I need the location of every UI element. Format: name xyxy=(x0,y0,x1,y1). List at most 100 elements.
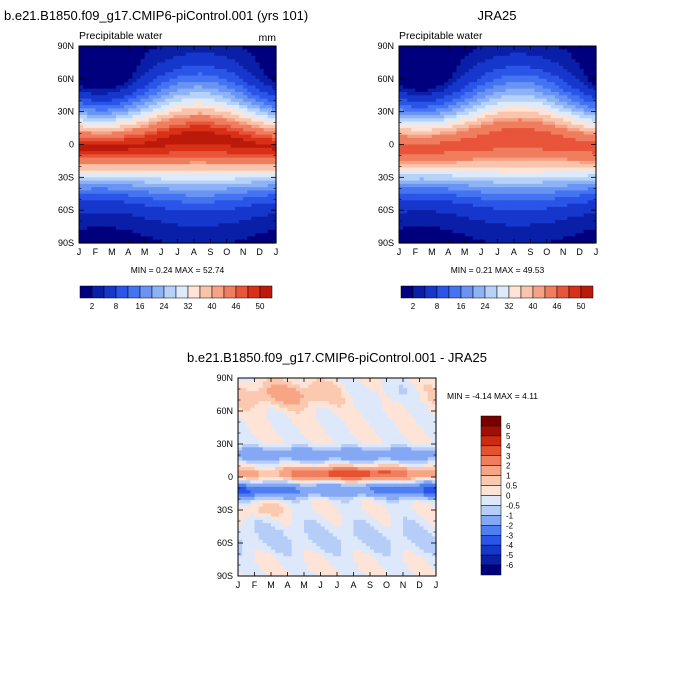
heatmap-cell xyxy=(95,183,101,188)
heatmap-cell xyxy=(202,157,207,162)
heatmap-cell xyxy=(148,236,154,241)
heatmap-cell xyxy=(440,72,445,77)
heatmap-cell xyxy=(193,108,199,113)
heatmap-cell xyxy=(120,177,125,182)
heatmap-cell xyxy=(132,137,138,142)
heatmap-cell xyxy=(501,164,507,169)
heatmap-cell xyxy=(99,75,105,80)
heatmap-cell xyxy=(239,193,244,198)
heatmap-cell xyxy=(234,203,240,208)
heatmap-cell xyxy=(559,55,564,60)
heatmap-cell xyxy=(210,78,216,83)
heatmap-cell xyxy=(415,160,421,165)
heatmap-cell xyxy=(136,177,142,182)
heatmap-cell xyxy=(243,187,248,192)
heatmap-cell xyxy=(140,137,146,142)
heatmap-cell xyxy=(415,101,421,106)
heatmap-cell xyxy=(259,216,265,221)
heatmap-cell xyxy=(169,65,174,70)
heatmap-cell xyxy=(120,200,125,205)
heatmap-cell xyxy=(103,160,109,165)
heatmap-cell xyxy=(115,108,121,113)
heatmap-cell xyxy=(464,174,470,178)
heatmap-cell xyxy=(173,68,179,73)
heatmap-cell xyxy=(115,174,121,178)
heatmap-cell xyxy=(440,114,445,119)
heatmap-cell xyxy=(460,111,466,116)
heatmap-cell xyxy=(522,151,527,155)
heatmap-cell xyxy=(563,137,568,142)
heatmap-cell xyxy=(452,137,458,142)
heatmap-cell xyxy=(407,98,412,103)
heatmap-cell xyxy=(193,55,199,60)
heatmap-cell xyxy=(79,233,84,238)
heatmap-cell xyxy=(107,55,113,60)
heatmap-cell xyxy=(251,206,257,211)
heatmap-cell xyxy=(107,91,113,96)
heatmap-cell xyxy=(214,95,220,100)
heatmap-cell xyxy=(222,137,228,142)
heatmap-cell xyxy=(173,131,179,136)
heatmap-cell xyxy=(210,239,216,244)
heatmap-cell xyxy=(222,108,228,113)
heatmap-cell xyxy=(485,170,490,175)
heatmap-cell xyxy=(218,197,224,201)
heatmap-cell xyxy=(259,144,265,149)
heatmap-cell xyxy=(148,108,154,113)
heatmap-cell xyxy=(456,134,462,139)
heatmap-cell xyxy=(120,131,125,136)
heatmap-cell xyxy=(505,68,511,73)
heatmap-cell xyxy=(206,118,211,123)
heatmap-cell xyxy=(407,134,412,139)
heatmap-cell xyxy=(87,213,92,218)
heatmap-cell xyxy=(230,59,236,64)
heatmap-cell xyxy=(79,91,84,96)
heatmap-cell xyxy=(267,46,273,50)
heatmap-cell xyxy=(472,167,478,172)
heatmap-cell xyxy=(87,193,92,198)
heatmap-cell xyxy=(181,137,187,142)
heatmap-cell xyxy=(173,170,179,175)
heatmap-cell xyxy=(271,157,277,162)
heatmap-cell xyxy=(518,72,523,77)
heatmap-cell xyxy=(189,213,195,218)
heatmap-cell xyxy=(271,203,277,208)
heatmap-cell xyxy=(161,65,166,70)
heatmap-cell xyxy=(567,82,572,86)
heatmap-cell xyxy=(271,236,277,241)
heatmap-cell xyxy=(263,111,269,116)
heatmap-cell xyxy=(247,239,252,244)
heatmap-cell xyxy=(476,52,482,57)
heatmap-cell xyxy=(218,52,224,57)
heatmap-cell xyxy=(476,108,482,113)
heatmap-cell xyxy=(99,131,105,136)
heatmap-cell xyxy=(128,229,133,234)
heatmap-cell xyxy=(173,55,179,60)
heatmap-cell xyxy=(128,144,133,149)
heatmap-cell xyxy=(485,62,490,67)
heatmap-cell xyxy=(497,62,503,67)
heatmap-cell xyxy=(115,213,121,218)
heatmap-cell xyxy=(456,55,462,60)
heatmap-cell xyxy=(120,85,125,90)
heatmap-cell xyxy=(579,151,585,155)
heatmap-cell xyxy=(399,121,404,126)
heatmap-cell xyxy=(263,157,269,162)
heatmap-cell xyxy=(591,72,597,77)
heatmap-cell xyxy=(542,55,548,60)
heatmap-cell xyxy=(99,180,105,185)
heatmap-cell xyxy=(472,124,478,129)
heatmap-cell xyxy=(177,95,183,100)
heatmap-cell xyxy=(99,72,105,77)
heatmap-cell xyxy=(567,68,572,73)
heatmap-cell xyxy=(407,144,412,149)
heatmap-cell xyxy=(230,226,236,231)
heatmap-cell xyxy=(136,226,142,231)
heatmap-cell xyxy=(509,105,515,109)
heatmap-cell xyxy=(444,174,449,178)
heatmap-cell xyxy=(271,105,277,109)
heatmap-cell xyxy=(214,197,220,201)
heatmap-cell xyxy=(489,180,494,185)
heatmap-cell xyxy=(226,197,232,201)
heatmap-cell xyxy=(440,49,445,54)
